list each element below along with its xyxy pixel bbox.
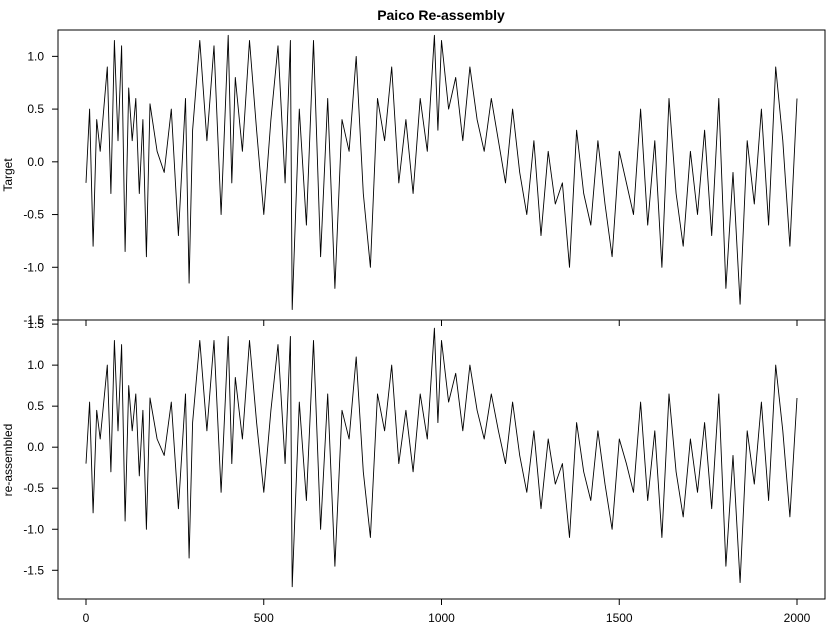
y-tick-label: -0.5 xyxy=(23,208,44,222)
plot-frame-bottom xyxy=(57,319,826,600)
plot-frame-top xyxy=(57,29,826,321)
y-tick-label: 1.0 xyxy=(27,49,44,63)
x-tick-label: 1000 xyxy=(428,611,455,625)
panel-bottom: re-assembled -1.5 -1.0 -0.5 0.0 0.5 1.0 1.5 xyxy=(1,317,826,600)
x-ticks: 0 500 1000 1500 2000 xyxy=(83,320,811,625)
y-ticks-bottom: -1.5 -1.0 -0.5 0.0 0.5 1.0 1.5 xyxy=(23,317,58,577)
y-tick-label: -0.5 xyxy=(23,481,44,495)
y-tick-label: -1.5 xyxy=(23,313,44,327)
y-axis-label-top: Target xyxy=(1,158,15,192)
y-tick-label: 1.5 xyxy=(27,317,44,331)
y-tick-label: 0.5 xyxy=(27,102,44,116)
y-tick-label: 0.0 xyxy=(27,440,44,454)
x-tick-label: 1500 xyxy=(606,611,633,625)
chart-title: Paico Re-assembly xyxy=(377,7,505,23)
y-tick-label: 0.5 xyxy=(27,399,44,413)
panel-top: Target -1.5 -1.0 -0.5 0.0 0.5 1.0 xyxy=(1,29,826,327)
y-tick-label: 1.0 xyxy=(27,358,44,372)
y-axis-label-bottom: re-assembled xyxy=(1,424,15,497)
x-tick-label: 0 xyxy=(83,611,90,625)
x-tick-label: 2000 xyxy=(784,611,811,625)
series-line-re-assembled xyxy=(85,327,798,588)
y-tick-label: -1.0 xyxy=(23,522,44,536)
y-tick-label: 0.0 xyxy=(27,155,44,169)
x-tick-label: 500 xyxy=(254,611,274,625)
y-tick-label: -1.5 xyxy=(23,563,44,577)
y-tick-label: -1.0 xyxy=(23,260,44,274)
series-line-target xyxy=(85,34,798,310)
y-ticks-top: -1.5 -1.0 -0.5 0.0 0.5 1.0 xyxy=(23,49,58,327)
